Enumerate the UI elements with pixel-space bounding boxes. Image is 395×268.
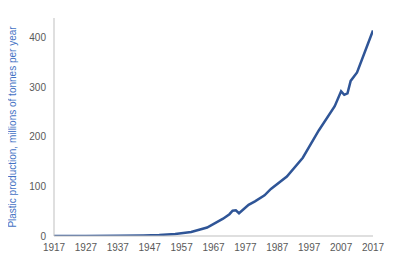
svg-text:1977: 1977	[234, 242, 257, 253]
svg-text:2017: 2017	[362, 242, 385, 253]
svg-text:2007: 2007	[330, 242, 353, 253]
svg-text:1997: 1997	[298, 242, 321, 253]
svg-text:Plastic production, millions o: Plastic production, millions of tonnes p…	[8, 26, 18, 228]
svg-text:1947: 1947	[139, 242, 162, 253]
svg-text:1917: 1917	[43, 242, 66, 253]
svg-text:1987: 1987	[266, 242, 289, 253]
svg-text:1957: 1957	[170, 242, 193, 253]
svg-text:1927: 1927	[75, 242, 98, 253]
svg-text:200: 200	[29, 131, 46, 142]
svg-text:1967: 1967	[202, 242, 225, 253]
svg-text:100: 100	[29, 181, 46, 192]
svg-text:1937: 1937	[107, 242, 130, 253]
svg-text:400: 400	[29, 32, 46, 43]
svg-text:300: 300	[29, 82, 46, 93]
svg-text:0: 0	[40, 231, 46, 242]
